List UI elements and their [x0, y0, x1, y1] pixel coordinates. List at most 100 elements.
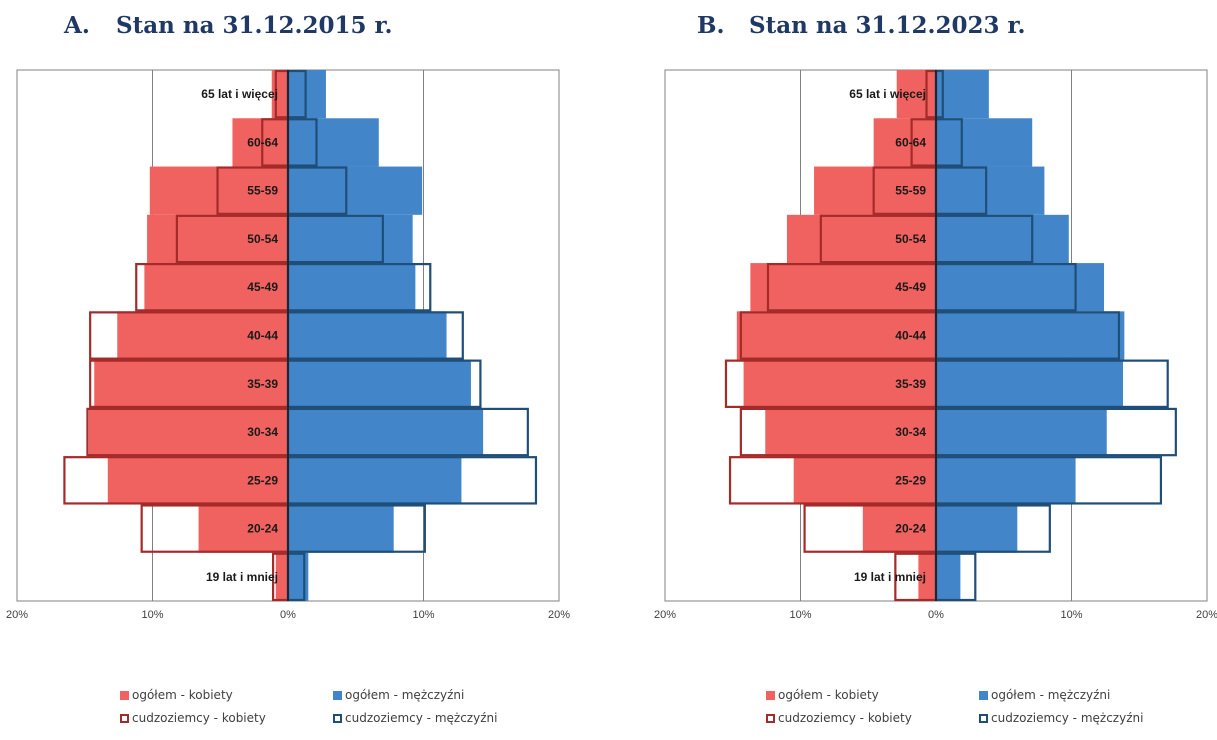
panel-a-title-text: Stan na 31.12.2015 r.	[116, 12, 393, 39]
bar-total-men	[288, 456, 462, 505]
category-label: 25-29	[247, 473, 278, 487]
legend-swatch-total-men	[333, 690, 342, 700]
bar-total-women	[873, 118, 936, 167]
bar-total-men	[936, 166, 1045, 215]
bar-total-men	[936, 504, 1018, 553]
x-tick-label: 10%	[141, 609, 163, 621]
bar-total-women	[117, 311, 289, 360]
bar-total-women	[107, 456, 288, 505]
bar-total-women	[94, 359, 288, 408]
pyramid-chart-2023: 65 lat i więcej 60-64 55-59 50-54 45-49 40-44…	[654, 69, 1217, 621]
category-label: 30-34	[895, 425, 926, 439]
category-label: 19 lat i mniej	[206, 570, 278, 584]
category-label: 45-49	[247, 280, 278, 294]
bar-total-men	[288, 359, 471, 408]
bar-total-men	[936, 456, 1076, 505]
panel-a-letter: A.	[64, 12, 90, 39]
panel-b-title: B. Stan na 31.12.2023 r.	[697, 12, 1026, 39]
panel-b-title-text: Stan na 31.12.2023 r.	[749, 12, 1026, 39]
x-tick-label: 20%	[1196, 609, 1217, 621]
legend-swatch-foreign-men	[979, 713, 988, 723]
bar-total-women	[918, 552, 936, 601]
bar-total-women	[275, 552, 288, 601]
bar-total-women	[896, 70, 936, 119]
bar-total-men	[936, 359, 1123, 408]
legend-item-total-women: ogółem - kobiety	[120, 688, 233, 702]
bar-total-women	[198, 504, 288, 553]
legend-item-foreign-men: cudzoziemcy - mężczyźni	[979, 711, 1143, 725]
bar-total-men	[288, 70, 326, 119]
legend-swatch-total-women	[120, 690, 129, 700]
legend-label-total-men: ogółem - mężczyźni	[991, 688, 1111, 702]
panel-a-title: A. Stan na 31.12.2015 r.	[64, 12, 393, 39]
x-tick-label: 10%	[1060, 609, 1082, 621]
category-label: 25-29	[895, 473, 926, 487]
category-label: 20-24	[247, 522, 278, 536]
bar-total-women	[862, 504, 936, 553]
bar-total-women	[147, 214, 288, 264]
bar-total-women	[786, 214, 936, 264]
bar-total-men	[936, 118, 1033, 167]
legend-label-total-men: ogółem - mężczyźni	[345, 688, 465, 702]
bar-total-men	[288, 407, 484, 457]
bar-total-men	[288, 504, 394, 553]
legend-swatch-total-men	[979, 690, 988, 700]
bar-total-men	[936, 70, 989, 119]
bar-total-men	[288, 311, 447, 360]
bar-total-women	[765, 407, 936, 457]
bar-total-men	[936, 311, 1125, 360]
category-label: 60-64	[895, 135, 926, 149]
category-label: 55-59	[895, 184, 926, 198]
bar-total-women	[232, 118, 288, 167]
bar-total-men	[936, 263, 1105, 312]
x-tick-label: 10%	[789, 609, 811, 621]
bar-total-women	[750, 263, 936, 312]
bar-total-women	[88, 407, 288, 457]
category-label: 65 lat i więcej	[849, 87, 926, 101]
bar-total-women	[144, 263, 288, 312]
bar-total-men	[288, 166, 423, 215]
x-tick-label: 0%	[928, 609, 944, 621]
bar-total-women	[793, 456, 936, 505]
x-tick-label: 0%	[280, 609, 296, 621]
x-tick-label: 20%	[654, 609, 676, 621]
legend-label-total-women: ogółem - kobiety	[132, 688, 233, 702]
category-label: 40-44	[895, 329, 926, 343]
legend-item-foreign-women: cudzoziemcy - kobiety	[766, 711, 912, 725]
category-label: 50-54	[895, 232, 926, 246]
bar-total-men	[936, 407, 1107, 457]
category-label: 19 lat i mniej	[854, 570, 926, 584]
bar-total-women	[149, 166, 288, 215]
category-label: 30-34	[247, 425, 278, 439]
x-tick-label: 20%	[6, 609, 28, 621]
bar-total-men	[936, 214, 1069, 264]
x-tick-label: 20%	[548, 609, 570, 621]
bar-total-men	[288, 118, 379, 167]
legend-item-total-men: ogółem - mężczyźni	[979, 688, 1110, 702]
legend-label-foreign-men: cudzoziemcy - mężczyźni	[991, 711, 1144, 725]
category-label: 20-24	[895, 522, 926, 536]
category-label: 35-39	[895, 377, 926, 391]
bar-total-men	[936, 552, 961, 601]
category-label: 45-49	[895, 280, 926, 294]
category-label: 55-59	[247, 184, 278, 198]
bar-total-women	[814, 166, 936, 215]
bar-total-men	[288, 214, 413, 264]
legend-item-foreign-women: cudzoziemcy - kobiety	[120, 711, 266, 725]
legend-label-foreign-women: cudzoziemcy - kobiety	[778, 711, 912, 725]
legend-swatch-total-women	[766, 690, 775, 700]
category-label: 40-44	[247, 329, 278, 343]
legend-swatch-foreign-men	[333, 713, 342, 723]
x-tick-label: 10%	[412, 609, 434, 621]
pyramid-chart-2015: 65 lat i więcej 60-64 55-59 50-54 45-49 40-44…	[6, 69, 570, 621]
legend-swatch-foreign-women	[766, 713, 775, 723]
legend-label-foreign-men: cudzoziemcy - mężczyźni	[345, 711, 498, 725]
category-label: 60-64	[247, 135, 278, 149]
bar-total-men	[288, 263, 416, 312]
legend-item-total-women: ogółem - kobiety	[766, 688, 879, 702]
bar-total-women	[736, 311, 936, 360]
legend-item-total-men: ogółem - mężczyźni	[333, 688, 464, 702]
category-label: 35-39	[247, 377, 278, 391]
legend-label-total-women: ogółem - kobiety	[778, 688, 879, 702]
bar-total-women	[743, 359, 936, 408]
